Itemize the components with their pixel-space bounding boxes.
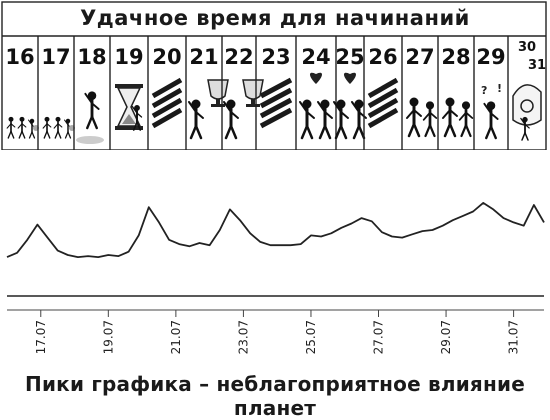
day-cell-26: 26 xyxy=(367,45,399,129)
x-tick-label: 17.07 xyxy=(34,320,48,354)
day-label: 30 xyxy=(518,40,536,55)
x-tick-label: 29.07 xyxy=(439,320,453,354)
day-label: 20 xyxy=(152,45,181,69)
handshake-icon xyxy=(442,97,474,138)
day-cell-25: 25 xyxy=(335,45,364,69)
day-cell-23: 23 xyxy=(259,45,293,129)
day-cell-16: 16 xyxy=(5,45,34,69)
day-cell-28: 28 xyxy=(441,45,470,69)
telephone-icon xyxy=(512,84,542,141)
chart-caption: Пики графика – неблагоприятное влияние п… xyxy=(25,372,525,420)
day-cell-22: 22 xyxy=(224,45,253,69)
unfavorable-hatch-icon xyxy=(151,77,183,129)
confused-person-icon: ?! xyxy=(481,82,502,140)
handshake-icon xyxy=(406,97,438,138)
page-title: Удачное время для начинаний xyxy=(80,6,470,30)
hourglass-icon xyxy=(115,84,143,131)
day-label: 23 xyxy=(261,45,290,69)
day-label: 28 xyxy=(441,45,470,69)
day-label: 25 xyxy=(335,45,364,69)
day-label: 18 xyxy=(77,45,106,69)
unfavorable-hatch-icon xyxy=(259,77,293,129)
trophy-cup-icon xyxy=(223,79,264,140)
unfavorable-hatch-icon xyxy=(367,77,399,129)
influence-series-line xyxy=(6,202,545,258)
grid-frame xyxy=(1,1,547,150)
influence-line-chart: 17.07 19.07 21.07 23.07 25.07 27.07 29.07 31.07 xyxy=(6,202,545,354)
trophy-cup-icon xyxy=(188,79,229,140)
day-cell-17: 17 xyxy=(41,45,70,69)
day-label: 17 xyxy=(41,45,70,69)
day-cell-19: 19 xyxy=(114,45,143,69)
day-cell-24: 24 xyxy=(301,45,330,69)
day-label: 26 xyxy=(368,45,397,69)
x-tick-label: 21.07 xyxy=(169,320,183,354)
person-waving-icon xyxy=(76,91,104,144)
x-tick-label: 19.07 xyxy=(101,320,115,354)
day-cell-20: 20 xyxy=(151,45,183,129)
couple-heart-icon xyxy=(333,72,367,140)
svg-text:?: ? xyxy=(481,84,487,97)
people-walking-icon xyxy=(6,116,39,139)
x-tick-label: 31.07 xyxy=(507,320,521,354)
day-label: 29 xyxy=(476,45,505,69)
x-tick-label: 23.07 xyxy=(236,320,250,354)
couple-heart-icon xyxy=(299,72,333,140)
x-tick-label: 25.07 xyxy=(304,320,318,354)
day-label-second: 31 xyxy=(528,58,546,73)
day-label: 16 xyxy=(5,45,34,69)
day-label: 19 xyxy=(114,45,143,69)
day-cell-27: 27 xyxy=(405,45,434,69)
people-walking-icon xyxy=(42,116,75,139)
day-cell-18: 18 xyxy=(77,45,106,69)
day-label: 27 xyxy=(405,45,434,69)
day-label: 21 xyxy=(189,45,218,69)
day-cell-21: 21 xyxy=(189,45,218,69)
svg-text:!: ! xyxy=(497,82,502,95)
day-cell-29: 29 xyxy=(476,45,505,69)
day-label: 24 xyxy=(301,45,330,69)
day-label: 22 xyxy=(224,45,253,69)
x-tick-label: 27.07 xyxy=(372,320,386,354)
